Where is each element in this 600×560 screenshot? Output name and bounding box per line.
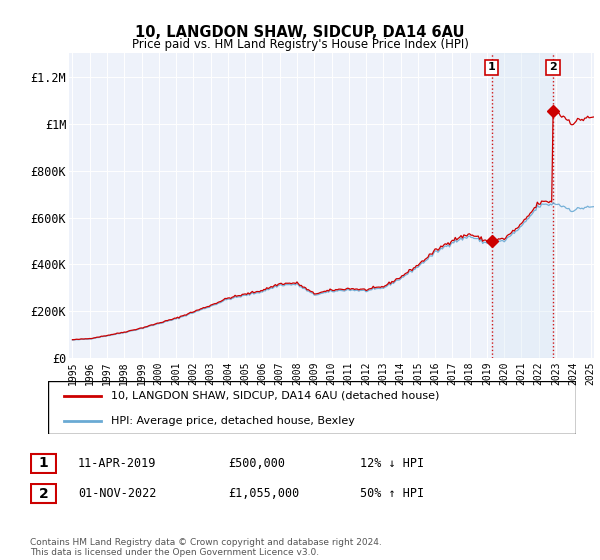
Text: HPI: Average price, detached house, Bexley: HPI: Average price, detached house, Bexl… bbox=[112, 416, 355, 426]
Text: 2: 2 bbox=[549, 62, 557, 72]
Text: £1,055,000: £1,055,000 bbox=[228, 487, 299, 501]
Bar bbox=[492, 53, 553, 358]
Text: 10, LANGDON SHAW, SIDCUP, DA14 6AU: 10, LANGDON SHAW, SIDCUP, DA14 6AU bbox=[135, 25, 465, 40]
Text: 01-NOV-2022: 01-NOV-2022 bbox=[78, 487, 157, 501]
Text: 12% ↓ HPI: 12% ↓ HPI bbox=[360, 456, 424, 470]
Text: 2: 2 bbox=[38, 487, 49, 501]
Text: 1: 1 bbox=[488, 62, 496, 72]
Text: 10, LANGDON SHAW, SIDCUP, DA14 6AU (detached house): 10, LANGDON SHAW, SIDCUP, DA14 6AU (deta… bbox=[112, 391, 440, 401]
Text: Price paid vs. HM Land Registry's House Price Index (HPI): Price paid vs. HM Land Registry's House … bbox=[131, 38, 469, 50]
Text: Contains HM Land Registry data © Crown copyright and database right 2024.
This d: Contains HM Land Registry data © Crown c… bbox=[30, 538, 382, 557]
Text: 1: 1 bbox=[38, 456, 49, 470]
Text: 50% ↑ HPI: 50% ↑ HPI bbox=[360, 487, 424, 501]
Text: £500,000: £500,000 bbox=[228, 456, 285, 470]
Text: 11-APR-2019: 11-APR-2019 bbox=[78, 456, 157, 470]
